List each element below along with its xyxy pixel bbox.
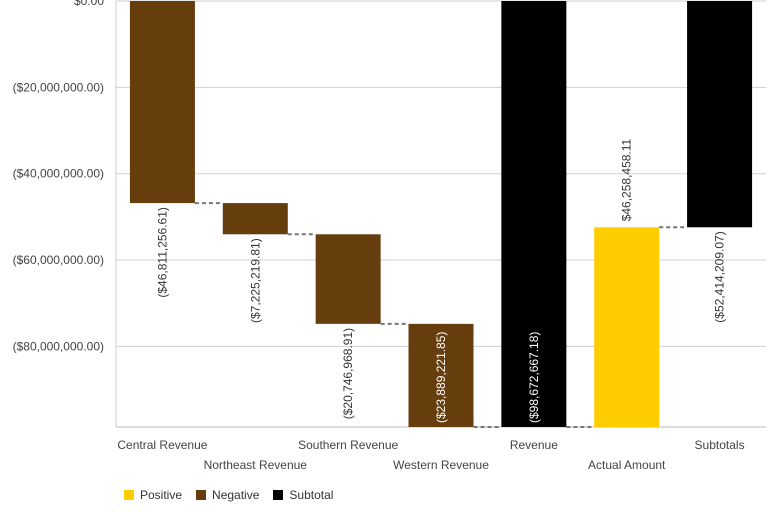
data-label: ($52,414,209.07) <box>713 231 727 322</box>
data-label: ($7,225,219.81) <box>248 238 262 323</box>
x-tick-label: Actual Amount <box>588 458 666 472</box>
x-tick-label: Western Revenue <box>393 458 489 472</box>
x-tick-label: Northeast Revenue <box>204 458 308 472</box>
bar[interactable] <box>687 1 753 228</box>
x-tick-label: Revenue <box>510 438 558 452</box>
data-label: ($20,746,968.91) <box>341 328 355 419</box>
legend-item-positive[interactable]: Positive <box>124 488 182 502</box>
bar[interactable] <box>129 1 195 204</box>
bar[interactable] <box>501 1 567 427</box>
chart-legend: Positive Negative Subtotal <box>124 488 333 502</box>
y-tick-label: ($20,000,000.00) <box>13 80 104 94</box>
legend-item-negative[interactable]: Negative <box>196 488 259 502</box>
legend-swatch-subtotal <box>273 490 284 500</box>
bar[interactable] <box>594 227 660 427</box>
y-tick-label: ($40,000,000.00) <box>13 167 104 181</box>
legend-swatch-negative <box>196 490 207 500</box>
legend-label-negative: Negative <box>212 488 260 502</box>
y-tick-label: $0.00 <box>74 0 104 8</box>
data-label: $46,258,458.11 <box>620 138 634 221</box>
bar[interactable] <box>408 323 474 427</box>
legend-swatch-positive <box>124 490 134 500</box>
legend-item-subtotal[interactable]: Subtotal <box>273 488 333 502</box>
legend-label-positive: Positive <box>140 488 183 502</box>
legend-label-subtotal: Subtotal <box>289 488 334 502</box>
data-label: ($98,672,667.18) <box>527 332 541 423</box>
data-label: ($23,889,221.85) <box>434 332 448 423</box>
y-tick-label: ($80,000,000.00) <box>13 339 104 353</box>
x-tick-label: Southern Revenue <box>298 438 398 452</box>
bar[interactable] <box>222 203 288 235</box>
x-tick-label: Subtotals <box>695 438 745 452</box>
bar[interactable] <box>315 234 381 324</box>
data-label: ($46,811,256.61) <box>155 207 169 298</box>
y-tick-label: ($60,000,000.00) <box>13 253 104 267</box>
x-tick-label: Central Revenue <box>117 438 207 452</box>
